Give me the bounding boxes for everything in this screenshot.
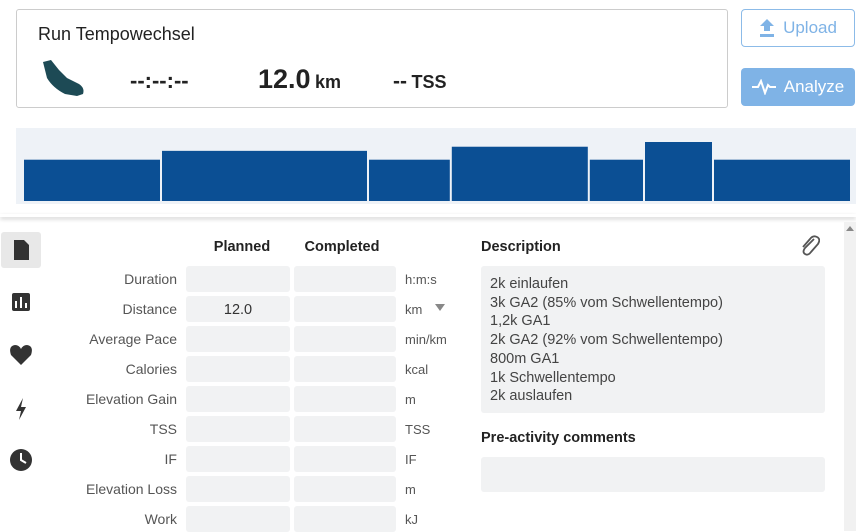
completed-input[interactable] bbox=[294, 476, 396, 502]
planned-input[interactable] bbox=[186, 476, 290, 502]
planned-input[interactable] bbox=[186, 416, 290, 442]
description-line: 2k GA2 (92% vom Schwellentempo) bbox=[490, 332, 723, 349]
analyze-button[interactable]: Analyze bbox=[741, 68, 855, 106]
analyze-label: Analyze bbox=[783, 77, 845, 96]
row-label: IF bbox=[164, 451, 177, 467]
profile-bar bbox=[451, 146, 588, 201]
unit: m bbox=[405, 392, 416, 407]
completed-input[interactable] bbox=[294, 386, 396, 412]
completed-input[interactable] bbox=[294, 356, 396, 382]
row-label: Distance bbox=[122, 301, 177, 317]
scroll-arrow bbox=[846, 226, 854, 231]
description-line: 800m GA1 bbox=[490, 350, 560, 367]
scrollbar[interactable] bbox=[844, 222, 856, 531]
comments-title: Pre-activity comments bbox=[481, 430, 636, 446]
unit: km bbox=[405, 302, 423, 317]
unit: IF bbox=[405, 452, 417, 467]
workout-title: Run Tempowechsel bbox=[38, 24, 195, 44]
distance: 12.0 bbox=[258, 64, 311, 94]
unit-dropdown[interactable] bbox=[435, 304, 445, 311]
unit: TSS bbox=[405, 422, 431, 437]
description-line: 3k GA2 (85% vom Schwellentempo) bbox=[490, 294, 723, 311]
profile-bar bbox=[714, 159, 850, 201]
comments-box[interactable] bbox=[481, 457, 825, 492]
workout-profile bbox=[16, 128, 856, 204]
profile-bar bbox=[589, 159, 643, 201]
completed-input[interactable] bbox=[294, 266, 396, 292]
description-line: 2k einlaufen bbox=[490, 276, 569, 292]
unit: kJ bbox=[405, 512, 418, 527]
profile-bar bbox=[24, 159, 160, 201]
description-line: 1k Schwellentempo bbox=[490, 369, 616, 386]
completed-input[interactable] bbox=[294, 446, 396, 472]
row-label: Average Pace bbox=[89, 331, 177, 347]
planned-input[interactable] bbox=[186, 446, 290, 472]
tss-group: -- TSS bbox=[393, 70, 446, 94]
unit: m bbox=[405, 482, 416, 497]
upload-button[interactable]: Upload bbox=[741, 9, 855, 47]
description-line: 1,2k GA1 bbox=[490, 313, 551, 330]
attach-icon[interactable] bbox=[798, 233, 820, 257]
upload-icon bbox=[760, 19, 775, 37]
tss: -- bbox=[393, 70, 407, 93]
unit: kcal bbox=[405, 362, 429, 377]
description-box[interactable] bbox=[481, 266, 825, 413]
divider bbox=[0, 214, 856, 217]
workout-card: Run Tempowechsel --:--:-- 12.0 km -- TSS bbox=[16, 9, 728, 108]
sidebar bbox=[1, 232, 41, 471]
planned-value: 12.0 bbox=[223, 302, 253, 318]
row-label: Elevation Loss bbox=[85, 481, 177, 497]
row-label: Calories bbox=[125, 361, 177, 377]
distance-group: 12.0 km bbox=[258, 64, 341, 95]
planned-input[interactable] bbox=[186, 506, 290, 532]
tss-unit: TSS bbox=[411, 72, 447, 92]
column-header: Completed bbox=[304, 239, 380, 255]
completed-input[interactable] bbox=[294, 296, 396, 322]
row-label: Elevation Gain bbox=[85, 391, 177, 407]
unit: h:m:s bbox=[405, 272, 437, 287]
row-label: Work bbox=[144, 511, 177, 527]
analyze-icon bbox=[751, 79, 776, 95]
description-line: 2k auslaufen bbox=[490, 388, 573, 405]
planned-input[interactable] bbox=[186, 266, 290, 292]
upload-label: Upload bbox=[783, 18, 837, 37]
duration: --:--:-- bbox=[130, 68, 189, 93]
row-label: TSS bbox=[149, 421, 177, 437]
shoe-icon bbox=[43, 60, 84, 96]
row-label: Duration bbox=[124, 271, 177, 287]
completed-input[interactable] bbox=[294, 506, 396, 532]
column-header: Planned bbox=[213, 239, 271, 255]
planned-input[interactable] bbox=[186, 356, 290, 382]
profile-bar bbox=[162, 150, 367, 201]
profile-bar bbox=[369, 159, 450, 201]
completed-input[interactable] bbox=[294, 416, 396, 442]
planned-input[interactable] bbox=[186, 386, 290, 412]
completed-input[interactable] bbox=[294, 326, 396, 352]
planned-input[interactable] bbox=[186, 326, 290, 352]
distance-unit: km bbox=[315, 72, 342, 92]
unit: min/km bbox=[405, 332, 447, 347]
description-title: Description bbox=[481, 239, 561, 255]
profile-bar bbox=[645, 142, 712, 201]
planned-input[interactable] bbox=[186, 296, 290, 322]
